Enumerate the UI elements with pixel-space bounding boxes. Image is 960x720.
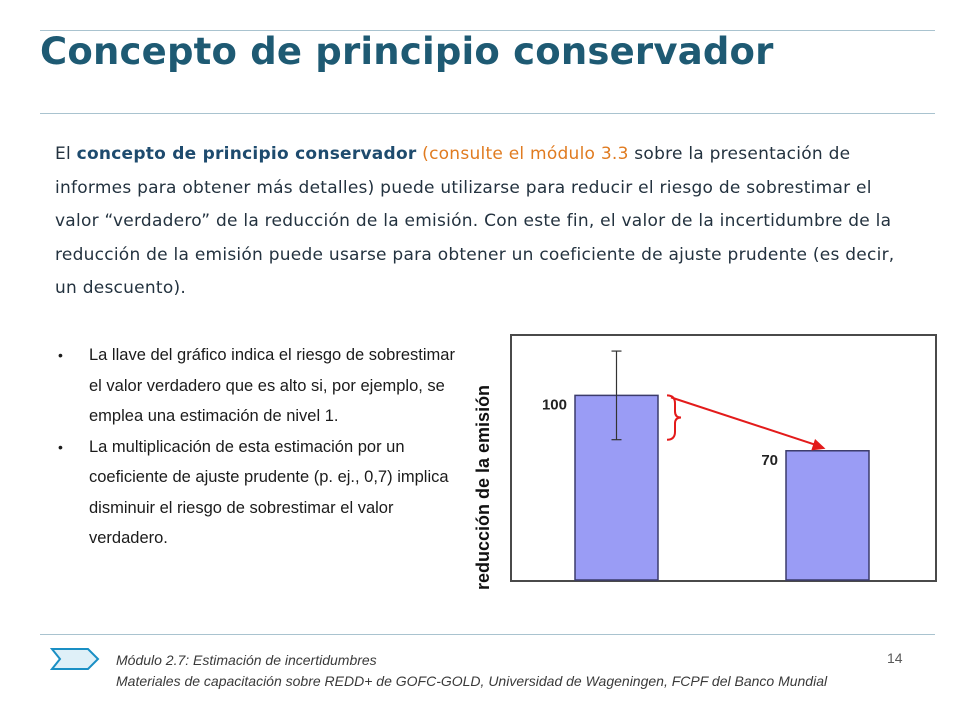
footer-rule [40, 634, 935, 635]
bullet-dot: • [58, 438, 63, 455]
bullet-text: La multiplicación de esta estimación por… [89, 437, 449, 548]
page-number: 14 [887, 650, 903, 666]
footer-module-title: Módulo 2.7: Estimación de incertidumbres [116, 652, 377, 668]
data-label-1: 100 [542, 396, 567, 413]
intro-prefix: El [55, 144, 77, 164]
intro-module-reference: consulte el módulo 3.3 [429, 144, 629, 164]
list-item: • La multiplicación de esta estimación p… [56, 432, 466, 554]
arrow-line [670, 396, 816, 446]
brace-icon [666, 394, 682, 441]
footer-credits: Materiales de capacitación sobre REDD+ d… [116, 673, 828, 689]
list-item: • La llave del gráfico indica el riesgo … [56, 340, 466, 432]
bullet-text: La llave del gráfico indica el riesgo de… [89, 346, 455, 425]
chevron-arrow-icon [50, 648, 100, 670]
top-rule [40, 30, 935, 31]
intro-bold-term: concepto de principio conservador [76, 144, 417, 164]
data-label-2: 70 [761, 452, 778, 469]
bullet-dot: • [58, 347, 63, 363]
title-rule [40, 113, 935, 114]
bar-2 [785, 450, 870, 581]
arrow-head-icon [811, 438, 826, 451]
intro-paragraph: El concepto de principio conservador (co… [55, 138, 915, 306]
slide-title: Concepto de principio conservador [40, 30, 774, 73]
bullet-list: • La llave del gráfico indica el riesgo … [56, 340, 466, 554]
intro-rest: sobre la presentación de informes para o… [55, 144, 895, 298]
intro-paren-open: ( [416, 144, 430, 164]
